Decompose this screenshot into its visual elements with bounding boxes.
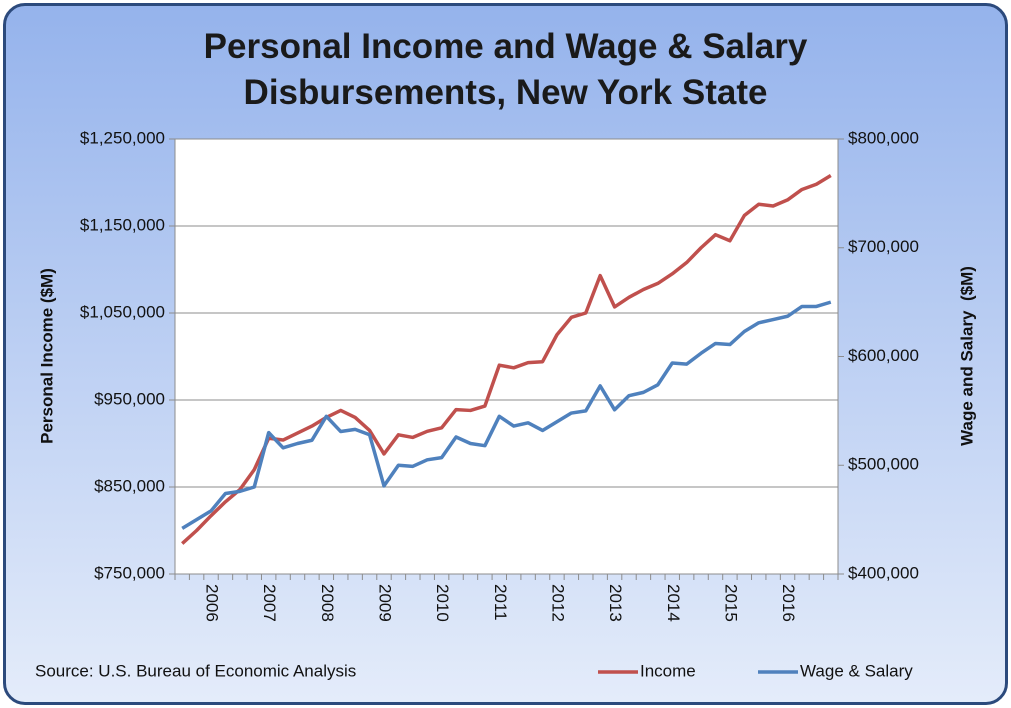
- y-tick-label: $750,000: [94, 563, 165, 582]
- x-tick-label: 2010: [433, 584, 452, 622]
- y2-tick-label: $800,000: [848, 128, 919, 147]
- x-tick-label: 2016: [779, 584, 798, 622]
- series-line: [181, 174, 832, 545]
- x-tick-label: 2013: [606, 584, 625, 622]
- x-tick-label: 2007: [260, 584, 279, 622]
- legend-label: Wage & Salary: [800, 661, 913, 680]
- y-axis-label: Personal Income ($M): [37, 268, 56, 444]
- y-tick-label: $850,000: [94, 476, 165, 495]
- y-tick-label: $1,050,000: [80, 302, 165, 321]
- x-tick-label: 2006: [203, 584, 222, 622]
- plot-area: [175, 139, 838, 574]
- x-tick-label: 2015: [721, 584, 740, 622]
- y2-axis-label: Wage and Salary ($M): [957, 266, 976, 446]
- y2-tick-label: $400,000: [848, 563, 919, 582]
- series-line: [181, 300, 832, 530]
- x-tick-label: 2008: [318, 584, 337, 622]
- x-tick-label: 2014: [664, 584, 683, 622]
- chart-title: Personal Income and Wage & Salary Disbur…: [203, 27, 808, 112]
- source-note: Source: U.S. Bureau of Economic Analysis: [35, 661, 356, 680]
- y-tick-label: $950,000: [94, 389, 165, 408]
- y2-tick-label: $600,000: [848, 346, 919, 365]
- chart-frame: Personal Income and Wage & Salary Disbur…: [3, 3, 1008, 705]
- y2-tick-label: $500,000: [848, 455, 919, 474]
- x-tick-label: 2012: [548, 584, 567, 622]
- title-box: Personal Income and Wage & Salary Disbur…: [6, 24, 1005, 116]
- y-tick-label: $1,250,000: [80, 128, 165, 147]
- x-tick-label: 2011: [491, 584, 510, 621]
- y2-tick-label: $700,000: [848, 237, 919, 256]
- legend-label: Income: [640, 661, 696, 680]
- x-tick-label: 2009: [376, 584, 395, 622]
- y-tick-label: $1,150,000: [80, 215, 165, 234]
